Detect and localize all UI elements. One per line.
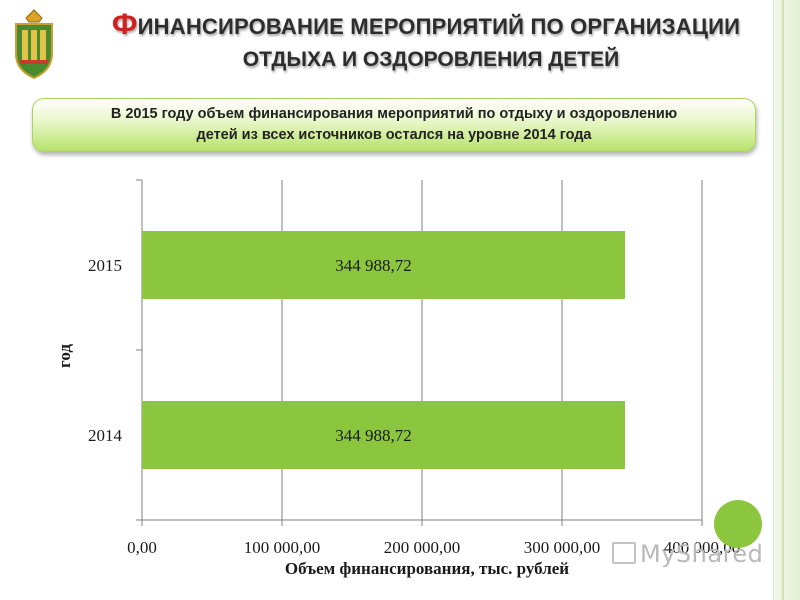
data-label-2014: 344 988,72 (335, 426, 412, 445)
decorative-side-stripe (773, 0, 800, 600)
x-tick-label-0: 0,00 (127, 538, 157, 557)
x-axis-title: Объем финансирования, тыс. рублей (285, 559, 569, 578)
decorative-green-circle (714, 500, 762, 548)
x-tick-label-4: 400 000,00 (664, 538, 741, 557)
data-label-2015: 344 988,72 (335, 256, 412, 275)
bar-2014 (142, 401, 625, 469)
watermark: MyShared (612, 540, 763, 568)
title-initial: Ф (111, 8, 138, 41)
bar-2015 (142, 231, 625, 299)
page-title: ФИНАНСИРОВАНИЕ МЕРОПРИЯТИЙ ПО ОРГАНИЗАЦИ… (66, 8, 786, 72)
y-axis-title: год (55, 344, 74, 368)
callout-line1: В 2015 году объем финансирования меропри… (110, 106, 678, 122)
x-tick-label-1: 100 000,00 (244, 538, 321, 557)
category-label-2014: 2014 (88, 426, 123, 445)
title-line2: ОТДЫХА И ОЗДОРОВЛЕНИЯ ДЕТЕЙ (242, 48, 620, 71)
presentation-icon (612, 542, 636, 564)
coat-of-arms-icon (15, 9, 53, 80)
watermark-text: MyShared (640, 540, 764, 568)
x-tick-label-3: 300 000,00 (524, 538, 601, 557)
category-label-2015: 2015 (88, 256, 122, 275)
x-tick-label-2: 200 000,00 (384, 538, 461, 557)
title-line1: ИНАНСИРОВАНИЕ МЕРОПРИЯТИЙ ПО ОРГАНИЗАЦИИ (137, 14, 741, 39)
callout-line2: детей из всех источников остался на уров… (196, 127, 592, 143)
summary-callout: В 2015 году объем финансирования меропри… (32, 98, 756, 152)
